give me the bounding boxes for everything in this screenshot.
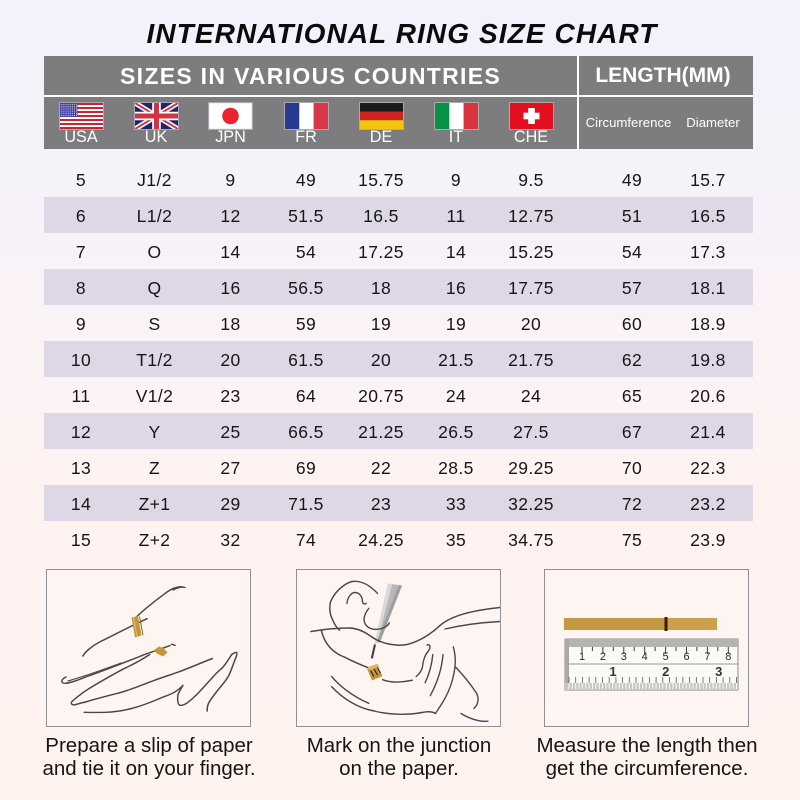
svg-text:1: 1 xyxy=(609,664,616,679)
svg-text:4: 4 xyxy=(642,651,648,663)
svg-text:7: 7 xyxy=(704,651,710,663)
svg-text:2: 2 xyxy=(662,664,669,679)
svg-text:2: 2 xyxy=(600,651,606,663)
svg-text:5: 5 xyxy=(663,651,669,663)
svg-text:8: 8 xyxy=(725,651,731,663)
svg-text:1: 1 xyxy=(579,651,585,663)
svg-text:6: 6 xyxy=(683,651,689,663)
svg-text:3: 3 xyxy=(715,664,722,679)
svg-text:3: 3 xyxy=(621,651,627,663)
